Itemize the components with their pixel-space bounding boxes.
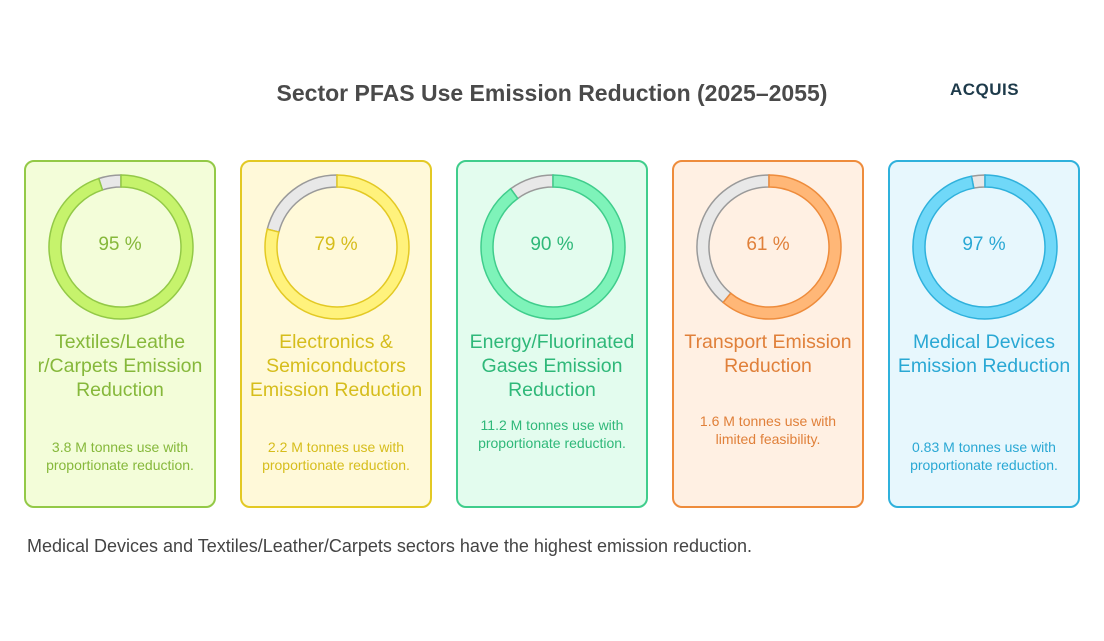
reduction-arc — [722, 174, 842, 320]
percent-label: 79 % — [314, 234, 358, 255]
sector-heading: Energy/Fluorinated Gases Emission Reduct… — [469, 331, 635, 401]
sector-card: 90 % Energy/Fluorinated Gases Emission Re… — [456, 160, 648, 508]
sector-heading: Medical Devices Emission Reduction — [897, 331, 1071, 377]
reduction-arc — [480, 174, 626, 320]
remainder-arc — [266, 174, 338, 233]
reduction-arc — [264, 174, 410, 320]
page-title: Sector PFAS Use Emission Reduction (2025… — [276, 80, 828, 106]
percent-label: 90 % — [530, 234, 574, 255]
donut-ring — [48, 174, 194, 320]
sector-heading: Textiles/Leathe r/Carpets Emission Reduc… — [37, 331, 203, 401]
percent-label: 97 % — [962, 234, 1006, 255]
sector-description: 1.6 M tonnes use with limited feasibilit… — [699, 413, 837, 447]
percent-label: 61 % — [746, 234, 790, 255]
donut-ring — [480, 174, 626, 320]
acquis-logo: ACQUIS — [950, 80, 1020, 99]
donut-ring — [696, 174, 842, 320]
sector-card: 61 % Transport Emission Reduction 1.6 M to… — [672, 160, 864, 508]
sector-heading: Transport Emission Reduction — [684, 331, 852, 377]
sector-description: 0.83 M tonnes use with proportionate red… — [910, 439, 1058, 473]
donut-ring — [912, 174, 1058, 320]
sector-heading: Electronics & Semiconductors Emission Re… — [249, 331, 423, 401]
sector-card: 79 % Electronics & Semiconductors Emissio… — [240, 160, 432, 508]
sector-description: 2.2 M tonnes use with proportionate redu… — [262, 439, 410, 473]
sector-card: 95 % Textiles/Leathe r/Carpets Emission R… — [24, 160, 216, 508]
sector-description: 11.2 M tonnes use with proportionate red… — [478, 417, 626, 451]
footer-note: Medical Devices and Textiles/Leather/Car… — [27, 536, 753, 556]
sector-card: 97 % Medical Devices Emission Reduction 0.… — [888, 160, 1080, 508]
reduction-arc — [912, 174, 1058, 320]
percent-label: 95 % — [98, 234, 142, 255]
donut-ring — [264, 174, 410, 320]
remainder-arc — [509, 174, 554, 200]
reduction-arc — [48, 174, 194, 320]
sector-description: 3.8 M tonnes use with proportionate redu… — [46, 439, 194, 473]
